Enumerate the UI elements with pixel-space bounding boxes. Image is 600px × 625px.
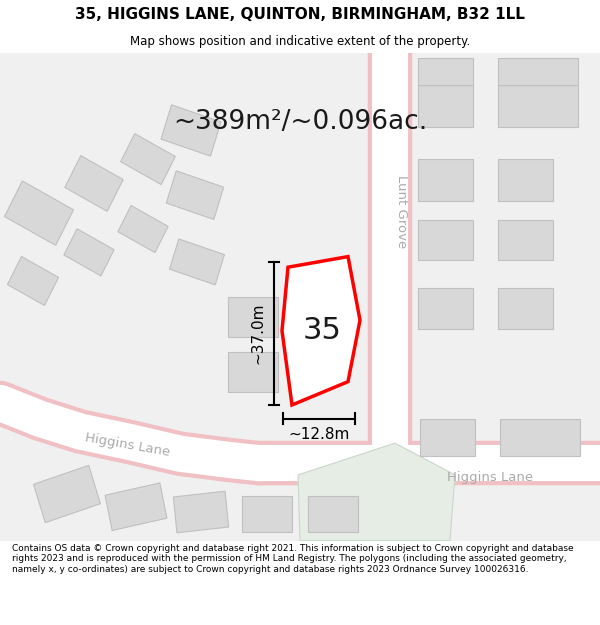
Polygon shape [298, 443, 455, 541]
Polygon shape [173, 491, 229, 532]
Bar [498, 159, 553, 201]
Bar [308, 496, 358, 532]
Bar [498, 288, 553, 329]
Bar [418, 159, 473, 201]
Bar [498, 58, 578, 85]
Text: Higgins Lane: Higgins Lane [447, 471, 533, 484]
Polygon shape [166, 171, 224, 219]
Polygon shape [118, 206, 168, 252]
Text: 35, HIGGINS LANE, QUINTON, BIRMINGHAM, B32 1LL: 35, HIGGINS LANE, QUINTON, BIRMINGHAM, B… [75, 8, 525, 22]
Polygon shape [161, 105, 221, 156]
Bar [418, 219, 473, 260]
Polygon shape [282, 257, 360, 405]
Text: 35: 35 [302, 316, 341, 345]
Bar [418, 85, 473, 127]
Polygon shape [64, 229, 114, 276]
Bar [228, 297, 278, 337]
Text: Lunt Grove: Lunt Grove [395, 176, 409, 249]
Polygon shape [34, 466, 100, 522]
Bar [500, 419, 580, 456]
Polygon shape [170, 239, 224, 285]
Polygon shape [65, 156, 123, 211]
Bar [498, 85, 578, 127]
Text: ~12.8m: ~12.8m [289, 427, 350, 442]
Text: Contains OS data © Crown copyright and database right 2021. This information is : Contains OS data © Crown copyright and d… [12, 544, 574, 574]
Polygon shape [105, 483, 167, 531]
Bar [498, 219, 553, 260]
Bar [242, 496, 292, 532]
Bar [418, 58, 473, 85]
Bar [418, 288, 473, 329]
Polygon shape [4, 181, 74, 246]
Bar [420, 419, 475, 456]
Text: ~37.0m: ~37.0m [251, 302, 265, 364]
Polygon shape [7, 256, 59, 306]
Bar [228, 352, 278, 392]
Text: Map shows position and indicative extent of the property.: Map shows position and indicative extent… [130, 35, 470, 48]
Text: ~389m²/~0.096ac.: ~389m²/~0.096ac. [173, 109, 427, 135]
Polygon shape [0, 53, 600, 541]
Polygon shape [121, 134, 175, 184]
Text: Higgins Lane: Higgins Lane [85, 431, 172, 459]
